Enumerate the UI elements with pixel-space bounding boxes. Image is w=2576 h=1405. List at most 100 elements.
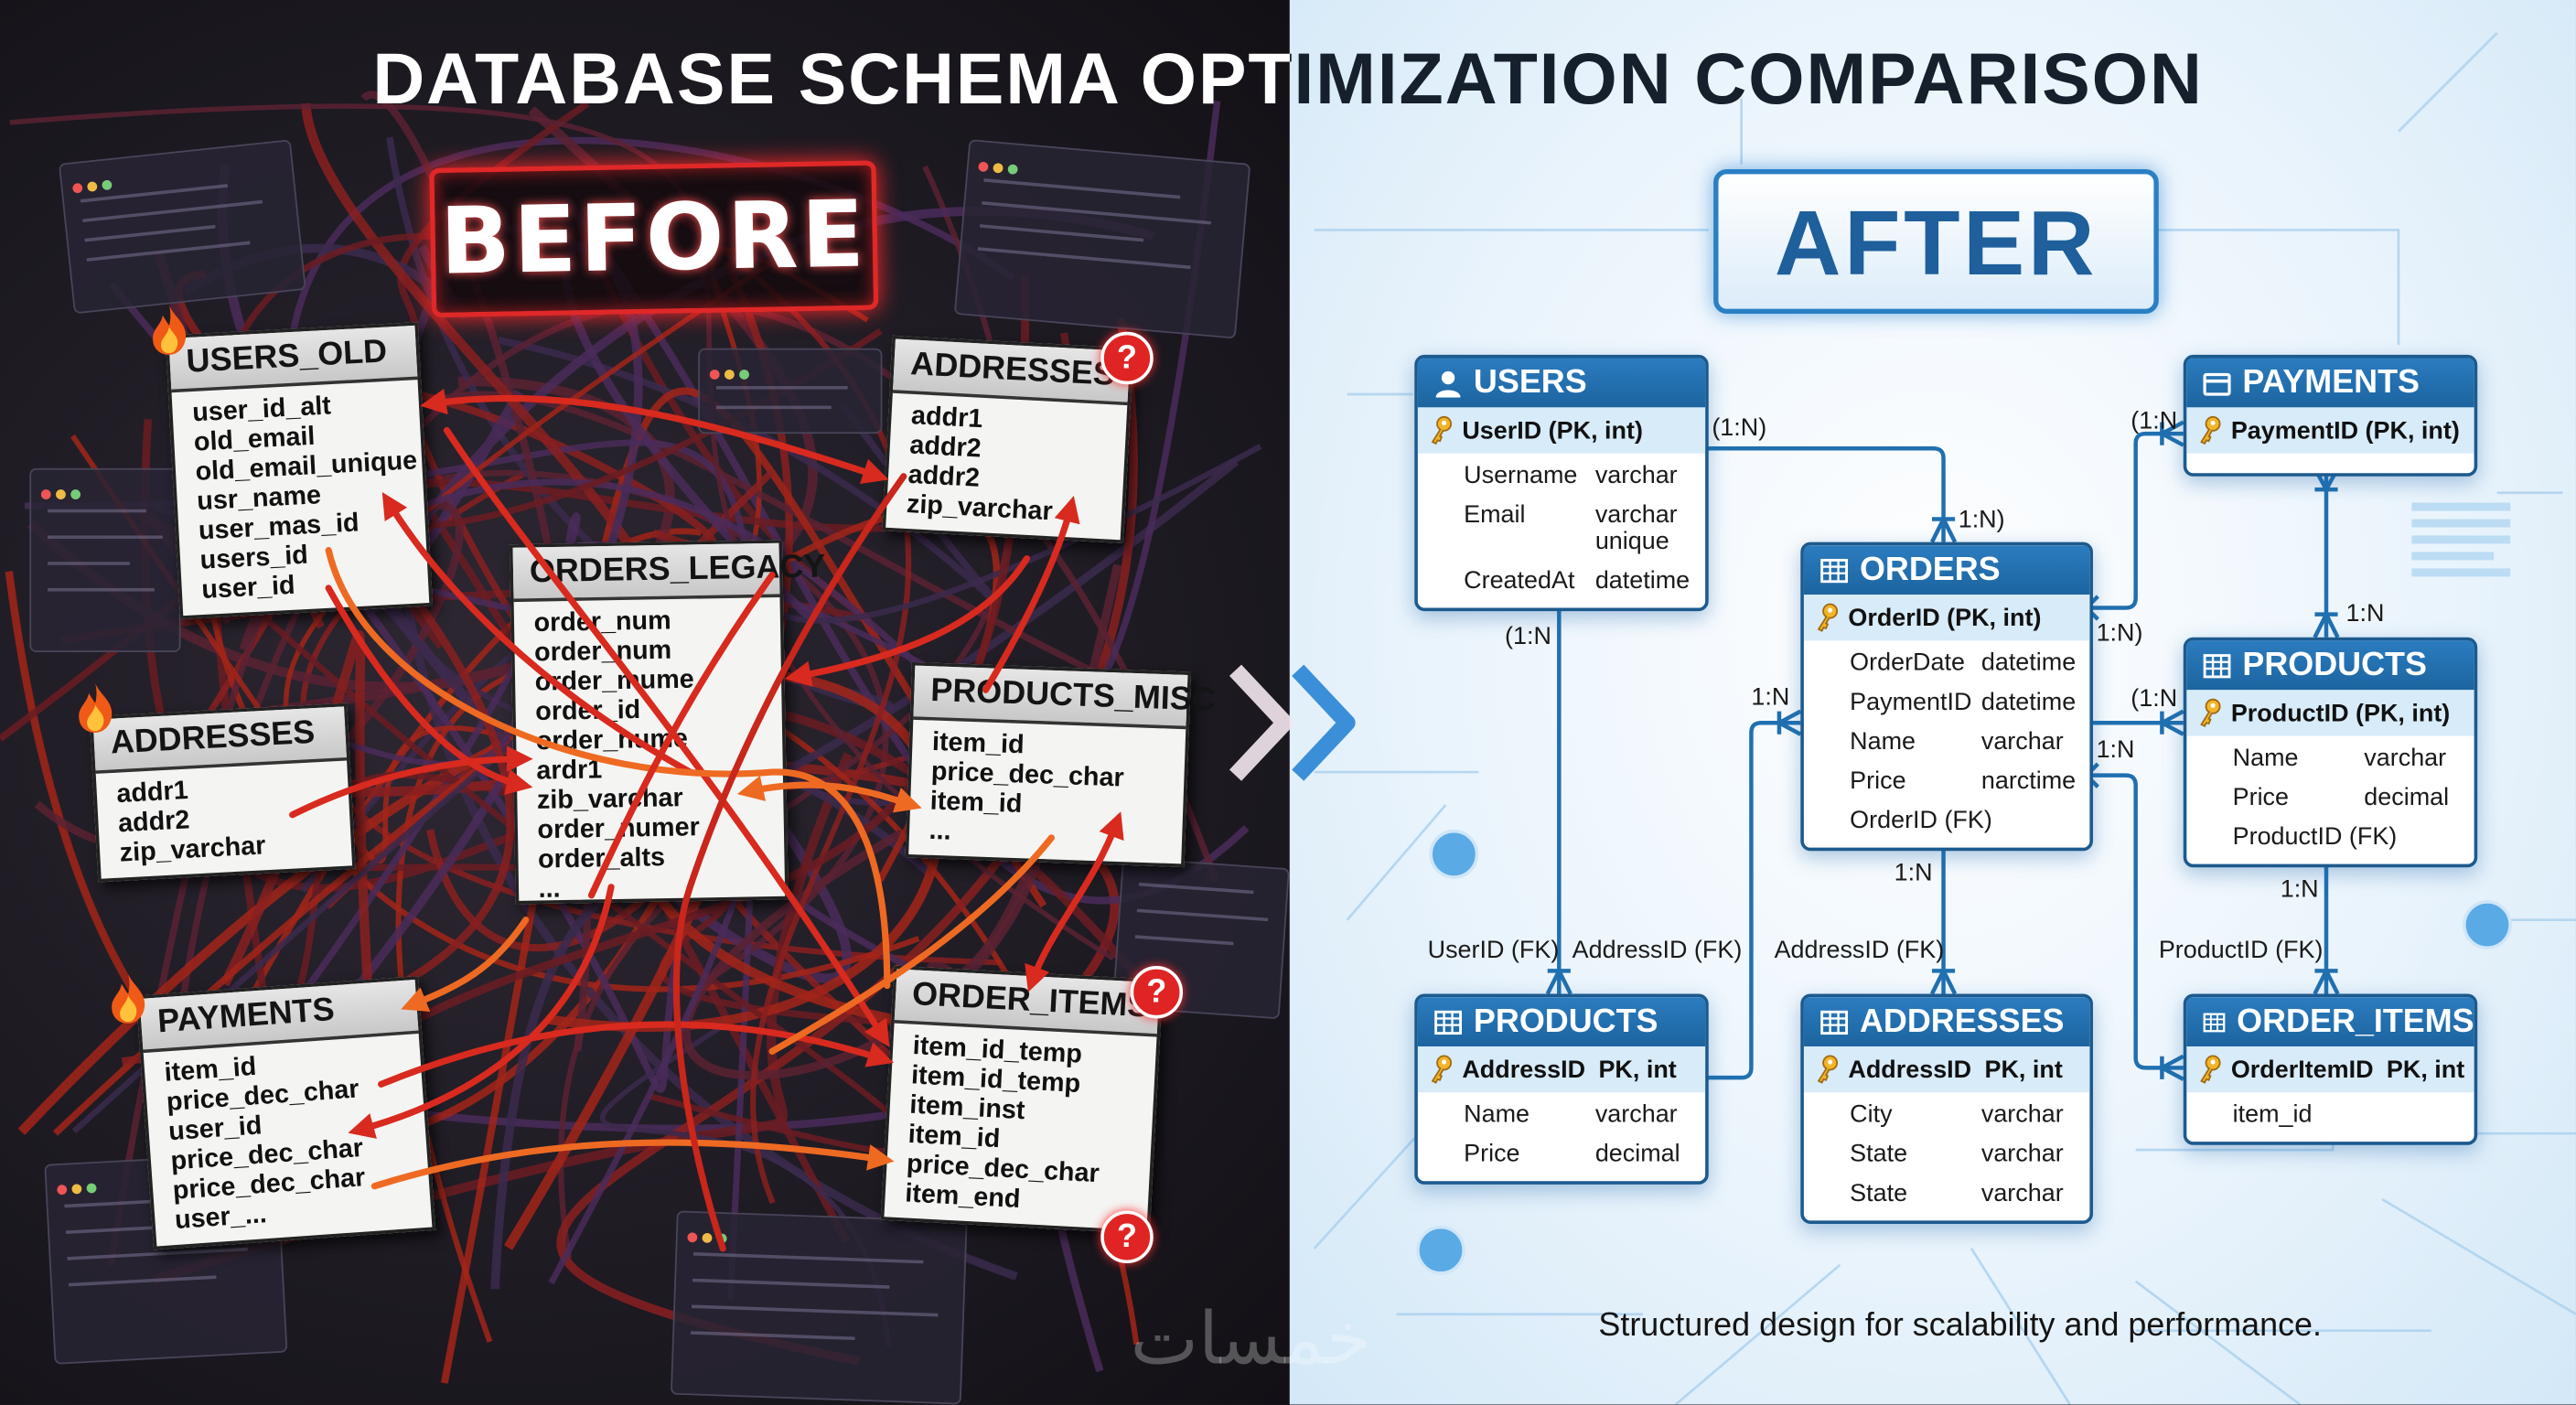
relationship-label: 1:N: [2096, 735, 2135, 765]
column-name: CreatedAt: [1464, 566, 1575, 595]
column-name: OrderDate: [1850, 649, 1965, 677]
relationship-label: 1:N: [2345, 599, 2385, 628]
key-icon: [2200, 1055, 2221, 1084]
pk-type: PK, int: [2386, 1055, 2465, 1084]
pk-name: AddressID: [1848, 1055, 1972, 1084]
wire-arrow: [370, 1139, 895, 1190]
relationship-label: (1:N: [1505, 622, 1551, 651]
relationship-label: 1:N: [1894, 859, 1933, 887]
column-type: varchar: [1594, 1100, 1678, 1129]
column-row: Price narctime: [1804, 762, 2089, 801]
column-type: varchar: [1594, 461, 1678, 490]
table-header: PRODUCTS: [2186, 640, 2474, 691]
tangled-wire: [284, 136, 1015, 488]
wire-arrow: [401, 917, 530, 1013]
schema-table-addresses[interactable]: ADDRESSES AddressID PK, int City varchar Stat…: [1800, 993, 2093, 1224]
table-icon: [1820, 558, 1849, 583]
column-row: City varchar: [1804, 1096, 2089, 1135]
fk-label: ProductID (FK): [2158, 936, 2324, 965]
fk-label: AddressID (FK): [1572, 936, 1743, 965]
question-icon: ?: [1100, 1210, 1154, 1264]
table-icon: [1434, 1009, 1462, 1035]
column-row: State varchar: [1804, 1174, 2089, 1214]
column-row: Price decimal: [1418, 1135, 1705, 1174]
caption: Structured design for scalability and pe…: [1598, 1307, 2323, 1345]
table-name: ADDRESSES: [1859, 1003, 2065, 1040]
column-name: item_id: [2232, 1100, 2313, 1129]
pk-name: OrderItemID: [2230, 1055, 2374, 1084]
wire-arrow: [378, 1021, 895, 1088]
column-row: OrderDate datetime: [1804, 644, 2089, 683]
wire-arrow: [381, 491, 693, 776]
schema-table-products[interactable]: PRODUCTS AddressID PK, int Name varchar Price…: [1414, 993, 1709, 1185]
column-row: PaymentID datetime: [1804, 683, 2089, 723]
column-type: datetime: [1980, 649, 2077, 677]
schema-table-users[interactable]: USERS UserID (PK, int) Username varchar Emai…: [1414, 354, 1709, 612]
primary-key-row: ProductID (PK, int): [2186, 690, 2474, 736]
relationship-label: 1:N): [2096, 619, 2143, 648]
column-name: Email: [1464, 500, 1526, 530]
column-row: Price decimal: [2186, 778, 2474, 818]
table-name: ORDERS: [1859, 552, 2001, 588]
column-name: PaymentID: [1850, 688, 1972, 717]
primary-key-row: PaymentID (PK, int): [2186, 407, 2474, 454]
column-row: Email varchar unique: [1418, 496, 1705, 562]
tangled-wire: [164, 523, 919, 1155]
column-name: OrderID (FK): [1850, 806, 1992, 835]
table-name: ORDER_ITEMS: [2237, 1003, 2474, 1040]
pk-name: AddressID: [1462, 1055, 1586, 1084]
pk-type: PK, int: [1598, 1055, 1677, 1084]
relationship-label: (1:N: [2131, 684, 2178, 713]
pk-name: OrderID (PK, int): [1848, 603, 2042, 632]
wire-arrow: [736, 775, 922, 813]
wire-arrow: [982, 496, 1080, 693]
column-type: varchar: [1980, 1179, 2064, 1207]
relationship-label: (1:N: [2131, 407, 2178, 435]
schema-table-payments[interactable]: PAYMENTS PaymentID (PK, int): [2183, 354, 2478, 477]
column-row: Name varchar: [1418, 1096, 1705, 1135]
table-icon: [1820, 1009, 1849, 1035]
column-row: CreatedAt datetime: [1418, 562, 1705, 601]
key-icon: [2200, 415, 2221, 445]
primary-key-row: AddressID PK, int: [1417, 1046, 1706, 1093]
column-name: City: [1850, 1100, 1893, 1129]
primary-key-row: UserID (PK, int): [1417, 407, 1706, 454]
primary-key-row: AddressID PK, int: [1803, 1046, 2090, 1093]
wire-arrow: [289, 745, 533, 819]
primary-key-row: OrderItemID PK, int: [2186, 1046, 2474, 1093]
table-name: PRODUCTS: [1473, 1003, 1658, 1040]
column-row: Name varchar: [2186, 739, 2474, 778]
pk-name: ProductID (PK, int): [2230, 699, 2451, 727]
column-row: ProductID (FK): [2186, 818, 2474, 857]
wire-arrow: [325, 547, 891, 990]
schema-table-order-items[interactable]: ORDER_ITEMS OrderItemID PK, int item_id: [2183, 993, 2478, 1145]
column-name: Username: [1464, 461, 1578, 490]
column-type: varchar: [2364, 744, 2447, 773]
table-header: ORDERS: [1803, 545, 2090, 595]
column-name: Name: [1464, 1100, 1530, 1129]
table-header: ORDER_ITEMS: [2186, 997, 2474, 1046]
column-row: State varchar: [1804, 1135, 2089, 1174]
relationship-label: 1:N: [2280, 875, 2319, 904]
column-name: State: [1850, 1140, 1908, 1168]
after-label-text: AFTER: [1774, 189, 2098, 294]
column-type: datetime: [1980, 688, 2077, 717]
column-type: varchar: [1980, 1140, 2064, 1168]
tangled-wire: [556, 317, 1138, 1366]
schema-table-orders[interactable]: ORDERS OrderID (PK, int) OrderDate datetime…: [1800, 542, 2093, 852]
table-header: PRODUCTS: [1417, 997, 1706, 1046]
after-label: AFTER: [1713, 168, 2159, 315]
pk-name: UserID (PK, int): [1462, 416, 1643, 445]
table-header: ADDRESSES: [1803, 997, 2090, 1046]
schema-table-products[interactable]: PRODUCTS ProductID (PK, int) Name varchar Pr…: [2183, 637, 2478, 868]
relationship-label: 1:N: [1751, 683, 1790, 712]
wire-arrow: [587, 571, 776, 899]
column-type: decimal: [1594, 1140, 1680, 1168]
wire-arrow: [784, 555, 1031, 687]
column-row: Username varchar: [1418, 456, 1705, 496]
table-icon: [2203, 653, 2231, 678]
column-row: OrderID (FK): [1804, 801, 2089, 841]
flame-icon: [79, 683, 113, 733]
watermark-logo: خمسات: [1130, 1297, 1372, 1382]
